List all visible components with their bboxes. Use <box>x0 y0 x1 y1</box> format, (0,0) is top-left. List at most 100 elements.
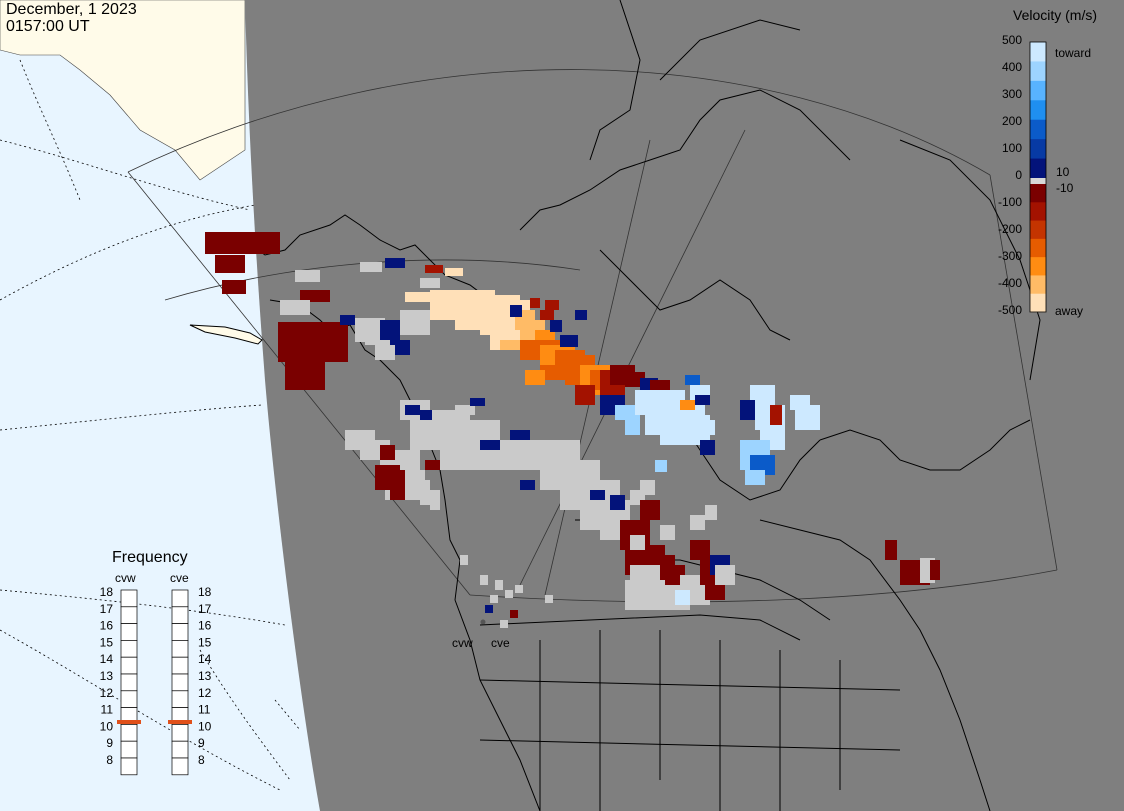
scatter-cell <box>540 365 570 380</box>
scatter-cell <box>460 555 468 565</box>
velocity-swatch <box>1030 184 1046 203</box>
velocity-tick-label: -400 <box>998 276 1022 290</box>
scatter-cell <box>575 385 595 405</box>
velocity-tick-neg10: -10 <box>1056 181 1074 195</box>
velocity-swatch <box>1030 158 1046 179</box>
scatter-cell <box>530 298 540 308</box>
frequency-cell <box>171 606 189 624</box>
scatter-cell <box>490 595 498 603</box>
velocity-swatch <box>1030 139 1046 160</box>
frequency-tick-label: 14 <box>100 652 114 666</box>
scatter-cell <box>485 605 493 613</box>
velocity-swatch <box>1030 220 1046 240</box>
scatter-cell <box>575 310 587 320</box>
scatter-cell <box>655 460 667 472</box>
scatter-cell <box>375 345 395 360</box>
frequency-cell <box>120 623 138 641</box>
frequency-radar-cvw: cvw <box>115 571 136 585</box>
frequency-cell <box>171 757 189 776</box>
scatter-cell <box>505 590 513 598</box>
frequency-cell <box>171 740 189 759</box>
scatter-cell <box>510 305 522 317</box>
aleutian-coast <box>189 324 263 345</box>
frequency-tick-label: 14 <box>198 652 212 666</box>
velocity-tick-label: 100 <box>1002 141 1022 155</box>
scatter-cell <box>640 480 655 495</box>
velocity-tick-label: 500 <box>1002 33 1022 47</box>
frequency-tick-label: 15 <box>198 635 212 649</box>
scatter-cell <box>215 255 245 273</box>
date-label: December, 1 2023 <box>6 1 137 18</box>
scatter-cell <box>405 292 430 302</box>
scatter-cells <box>205 232 940 628</box>
scatter-cell <box>930 560 940 580</box>
scatter-cell <box>222 280 246 294</box>
scatter-cell <box>770 405 782 425</box>
frequency-cell <box>171 656 189 675</box>
scatter-cell <box>545 595 553 603</box>
frequency-cell <box>120 757 138 776</box>
daylight-land <box>0 0 246 181</box>
frequency-tick-label: 15 <box>100 635 114 649</box>
scatter-cell <box>740 400 755 420</box>
scatter-cell <box>700 440 715 455</box>
scatter-cell <box>425 265 443 273</box>
velocity-ticks: 500 400 300 200 100 0 -100 -200 -300 -400 -500 <box>998 33 1022 317</box>
scatter-cell <box>705 505 717 520</box>
scatter-cell <box>470 398 485 406</box>
frequency-tick-label: 16 <box>198 619 212 633</box>
frequency-tick-label: 17 <box>100 602 114 616</box>
scatter-cell <box>625 415 640 435</box>
frequency-tick-label: 8 <box>106 753 113 767</box>
scatter-cell <box>585 460 600 470</box>
scatter-cell <box>400 310 430 335</box>
frequency-cell <box>120 740 138 759</box>
scatter-cell <box>480 440 500 450</box>
scatter-cell <box>695 395 710 405</box>
frequency-tick-label: 13 <box>100 669 114 683</box>
scatter-cell <box>540 310 554 320</box>
velocity-swatch <box>1030 275 1046 295</box>
frequency-tick-label: 12 <box>100 686 114 700</box>
scatter-cell <box>390 470 405 500</box>
frequency-tick-label: 10 <box>198 719 212 733</box>
frequency-tick-label: 11 <box>198 703 211 717</box>
frequency-tick-label: 9 <box>198 736 205 750</box>
velocity-tick-label: 400 <box>1002 60 1022 74</box>
scatter-cell <box>420 278 440 288</box>
velocity-tick-label: -500 <box>998 303 1022 317</box>
scatter-cell <box>445 268 463 276</box>
velocity-colorbar-frame <box>1029 41 1047 313</box>
scatter-cell <box>280 300 310 315</box>
velocity-swatch-zero <box>1030 178 1046 184</box>
scatter-cell <box>295 270 320 282</box>
frequency-tick-label: 17 <box>198 602 212 616</box>
scatter-cell <box>360 262 382 272</box>
frequency-cell <box>171 623 189 641</box>
time-label: 0157:00 UT <box>6 18 90 35</box>
scatter-cell <box>750 385 775 405</box>
velocity-swatch <box>1030 293 1046 313</box>
scatter-cell <box>675 590 690 605</box>
scatter-cell <box>380 320 400 340</box>
frequency-tick-label: 10 <box>100 719 114 733</box>
frequency-cell <box>171 640 189 658</box>
scatter-cell <box>480 575 488 585</box>
scatter-cell <box>300 330 340 355</box>
frequency-cell <box>120 673 138 692</box>
velocity-tick-label: -200 <box>998 222 1022 236</box>
velocity-swatch <box>1030 119 1046 140</box>
frequency-tick-label: 12 <box>198 686 212 700</box>
scatter-cell <box>455 405 475 415</box>
scatter-cell <box>380 445 395 460</box>
scatter-cell <box>300 290 330 302</box>
scatter-cell <box>520 480 535 490</box>
frequency-cell <box>120 589 138 608</box>
frequency-cell <box>120 640 138 658</box>
frequency-tick-label: 16 <box>100 619 114 633</box>
scatter-cell <box>715 565 735 585</box>
velocity-swatch <box>1030 80 1046 101</box>
scatter-cell <box>685 375 700 385</box>
velocity-tick-label: -300 <box>998 249 1022 263</box>
